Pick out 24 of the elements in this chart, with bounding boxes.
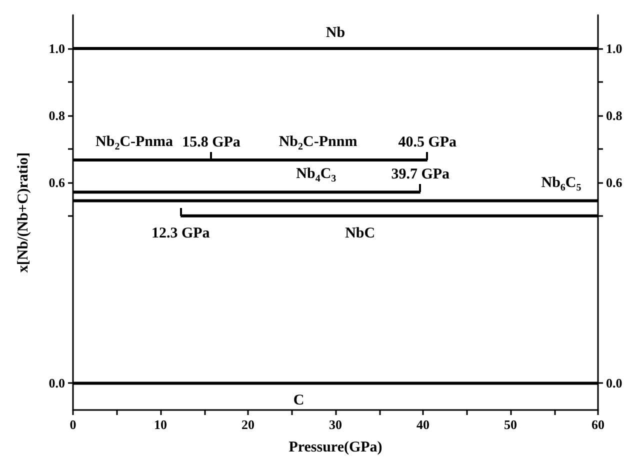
y-tick-label: 0.8: [48, 108, 66, 123]
y2-tick-label: 0.6: [606, 174, 623, 190]
annotation: 39.7 GPa: [391, 166, 450, 183]
y-tick-label: 0.0: [48, 376, 65, 391]
y-tick-label: 1.0: [48, 40, 65, 56]
series-label: NbC: [345, 225, 376, 242]
x-tick-label: 0: [70, 417, 76, 432]
y2-tick-label: 0.0: [606, 376, 622, 391]
y-tick-label: 0.6: [48, 174, 66, 190]
x-tick-label: 20: [242, 417, 254, 432]
series-label: Nb: [326, 24, 346, 41]
annotation: 15.8 GPa: [182, 134, 241, 150]
annotation: 12.3 GPa: [151, 225, 210, 242]
annotation: 40.5 GPa: [398, 134, 458, 150]
y2-tick-label: 1.0: [606, 40, 622, 56]
y-axis-title: x[Nb/(Nb+C)ratio]: [16, 152, 32, 273]
y2-tick-label: 0.8: [606, 108, 623, 123]
x-tick-label: 40: [416, 417, 430, 432]
x-tick-label: 50: [504, 417, 517, 432]
x-tick-label: 30: [329, 417, 342, 432]
x-tick-label: 60: [592, 417, 604, 432]
x-axis-title: Pressure(GPa): [288, 440, 382, 456]
series-label: C: [293, 392, 304, 409]
x-tick-label: 10: [154, 417, 167, 432]
